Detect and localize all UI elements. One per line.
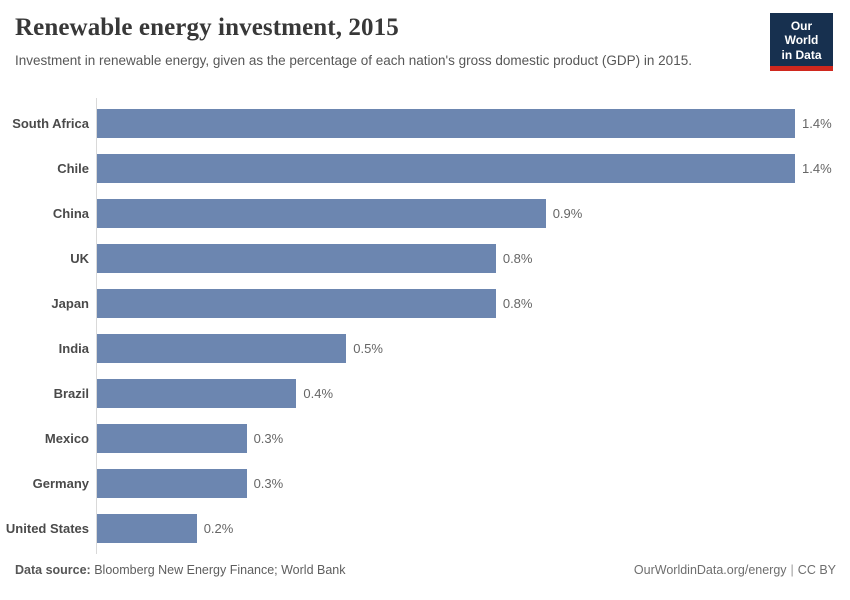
owid-logo-line2: in Data <box>781 47 822 62</box>
header: Renewable energy investment, 2015 Invest… <box>15 14 750 71</box>
value-label: 0.3% <box>253 431 284 446</box>
bar-row: UK 0.8% <box>0 236 850 281</box>
bar-track: 0.5% <box>97 326 795 371</box>
bar-chart-rows: South Africa 1.4% Chile 1.4% China 0.9% UK 0.8%… <box>0 101 850 551</box>
value-label: 0.8% <box>502 296 533 311</box>
bar-row: Mexico 0.3% <box>0 416 850 461</box>
category-label: Mexico <box>44 431 89 446</box>
value-label: 1.4% <box>802 116 832 131</box>
footer: Data source: Bloomberg New Energy Financ… <box>15 563 836 577</box>
data-source-text: Bloomberg New Energy Finance; World Bank <box>94 563 346 577</box>
bar-track: 1.4% <box>97 101 832 146</box>
value-label: 0.3% <box>253 476 284 491</box>
value-label: 0.9% <box>552 206 583 221</box>
bar-track: 1.4% <box>97 146 832 191</box>
bar[interactable] <box>97 289 496 318</box>
bar-row: United States 0.2% <box>0 506 850 551</box>
value-label: 0.8% <box>502 251 533 266</box>
owid-logo[interactable]: Our World in Data <box>770 13 833 72</box>
category-label: India <box>58 341 89 356</box>
bar-row: Japan 0.8% <box>0 281 850 326</box>
data-source-label: Data source: <box>15 563 91 577</box>
bar-chart: South Africa 1.4% Chile 1.4% China 0.9% UK 0.8%… <box>0 98 850 554</box>
bar-track: 0.2% <box>97 506 795 551</box>
category-label: Chile <box>57 161 89 176</box>
bar-track: 0.3% <box>97 461 795 506</box>
bar[interactable] <box>97 109 795 138</box>
category-label: South Africa <box>12 116 89 131</box>
y-axis-line <box>96 98 97 554</box>
bar-row: Brazil 0.4% <box>0 371 850 416</box>
value-label: 1.4% <box>802 161 832 176</box>
bar[interactable] <box>97 379 297 408</box>
bar-row: Germany 0.3% <box>0 461 850 506</box>
category-label: Germany <box>32 476 89 491</box>
bar-track: 0.9% <box>97 191 795 236</box>
license-link[interactable]: CC BY <box>797 563 836 577</box>
category-label: Brazil <box>53 386 89 401</box>
bar[interactable] <box>97 244 496 273</box>
bar[interactable] <box>97 199 546 228</box>
category-label: UK <box>70 251 89 266</box>
bar[interactable] <box>97 514 197 543</box>
bar[interactable] <box>97 334 347 363</box>
footer-links: OurWorldinData.org/energy | CC BY <box>634 563 836 577</box>
category-label: United States <box>5 521 89 536</box>
page-title: Renewable energy investment, 2015 <box>15 14 399 41</box>
value-label: 0.4% <box>303 386 334 401</box>
bar-row: India 0.5% <box>0 326 850 371</box>
bar[interactable] <box>97 469 247 498</box>
bar[interactable] <box>97 424 247 453</box>
footer-separator: | <box>790 563 794 577</box>
bar-track: 0.8% <box>97 236 795 281</box>
category-label: Japan <box>51 296 89 311</box>
bar-row: Chile 1.4% <box>0 146 850 191</box>
category-label: China <box>52 206 89 221</box>
bar-row: China 0.9% <box>0 191 850 236</box>
chart-subtitle: Investment in renewable energy, given as… <box>15 53 692 68</box>
bar[interactable] <box>97 154 795 183</box>
data-source-note: Data source: Bloomberg New Energy Financ… <box>15 563 346 577</box>
value-label: 0.2% <box>203 521 234 536</box>
bar-track: 0.8% <box>97 281 795 326</box>
bar-track: 0.4% <box>97 371 795 416</box>
bar-row: South Africa 1.4% <box>0 101 850 146</box>
owid-url-link[interactable]: OurWorldinData.org/energy <box>633 563 787 577</box>
bar-track: 0.3% <box>97 416 795 461</box>
owid-logo-line1: Our World <box>784 19 819 48</box>
value-label: 0.5% <box>353 341 383 356</box>
